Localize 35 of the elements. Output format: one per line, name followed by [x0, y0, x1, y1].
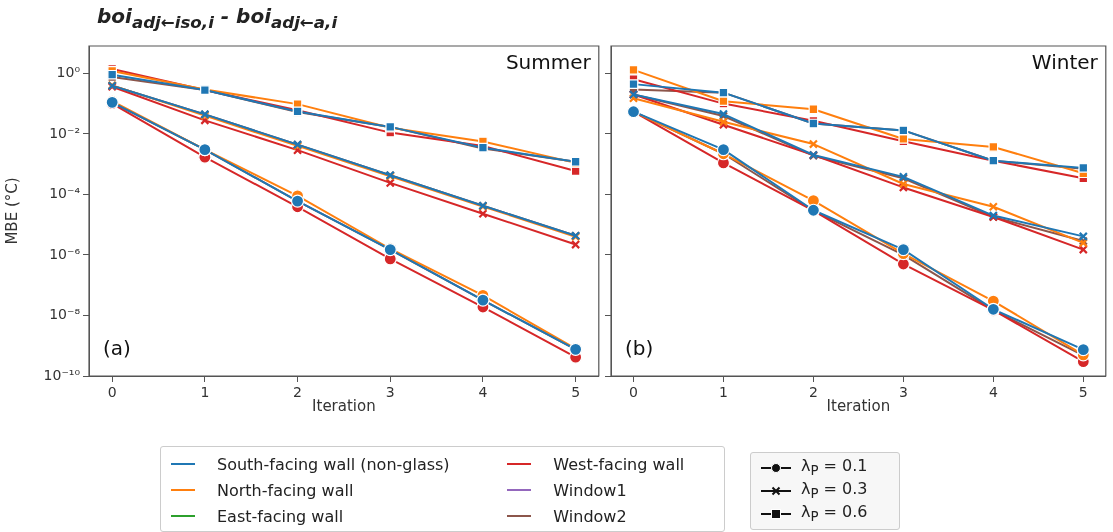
y-tick-label: 10⁻⁴: [49, 185, 81, 202]
y-tick-label: 10⁻⁸: [49, 306, 81, 323]
legend-label: South-facing wall (non-glass): [217, 454, 450, 474]
text: λ$_{P}$ = 0.6: [801, 502, 868, 525]
y-tick-label: 10⁻²: [49, 124, 80, 141]
x-tick-label: 5: [571, 384, 581, 401]
text: λ$_{P}$ = 0.3: [801, 479, 868, 502]
x-tick-label: 3: [385, 384, 395, 401]
text: λ$_{P}$ = 0.1: [801, 456, 868, 479]
legend-label: North-facing wall: [217, 480, 354, 500]
x-tick-label: 3: [898, 384, 908, 401]
legend-label: West-facing wall: [553, 454, 685, 474]
legend-label: Window2: [553, 506, 627, 526]
legend-label: East-facing wall: [217, 506, 344, 526]
annotation: (a): [103, 336, 131, 361]
x-tick-label: 4: [478, 384, 488, 401]
x-tick-label: 2: [808, 384, 818, 401]
x-tick-label: 5: [1078, 384, 1088, 401]
x-tick-label: 4: [988, 384, 998, 401]
chart-title: boi$_{adj←iso,i}$ - boi$_{adj←a,i}$: [97, 4, 338, 32]
legend-label: Window1: [553, 480, 627, 500]
y-tick-label: 10⁻¹⁰: [43, 366, 81, 383]
x-tick-label: 0: [629, 384, 638, 401]
x-axis-title: Iteration: [312, 396, 376, 415]
y-tick-label: 10⁻⁶: [49, 245, 81, 262]
x-tick-label: 1: [200, 384, 210, 401]
annotation: Winter: [1031, 50, 1099, 75]
annotation: (b): [625, 336, 654, 361]
annotation: Summer: [505, 50, 592, 75]
x-tick-label: 2: [293, 384, 303, 401]
x-axis-title: Iteration: [826, 396, 891, 415]
y-axis-title: MBE (°C): [2, 177, 21, 245]
y-tick-label: 10⁰: [56, 63, 81, 80]
x-tick-label: 1: [718, 384, 728, 401]
x-tick-label: 0: [107, 384, 117, 401]
